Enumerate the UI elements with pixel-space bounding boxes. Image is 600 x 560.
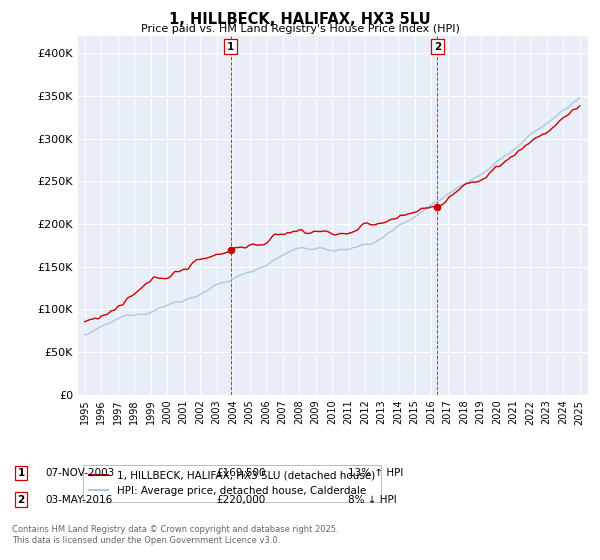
Text: 1, HILLBECK, HALIFAX, HX3 5LU: 1, HILLBECK, HALIFAX, HX3 5LU (169, 12, 431, 27)
Point (433, 203, 442, 212)
Text: 07-NOV-2003: 07-NOV-2003 (45, 468, 114, 478)
Text: Price paid vs. HM Land Registry's House Price Index (HPI): Price paid vs. HM Land Registry's House … (140, 24, 460, 34)
Text: 1: 1 (17, 468, 25, 478)
Point (226, 246, 235, 255)
Text: 13% ↑ HPI: 13% ↑ HPI (348, 468, 403, 478)
Text: 1: 1 (227, 42, 234, 52)
Text: 2: 2 (434, 42, 441, 52)
Text: 2: 2 (17, 494, 25, 505)
Text: 03-MAY-2016: 03-MAY-2016 (45, 494, 112, 505)
Text: £169,500: £169,500 (216, 468, 265, 478)
Legend: 1, HILLBECK, HALIFAX, HX3 5LU (detached house), HPI: Average price, detached hou: 1, HILLBECK, HALIFAX, HX3 5LU (detached … (83, 465, 381, 502)
Text: Contains HM Land Registry data © Crown copyright and database right 2025.
This d: Contains HM Land Registry data © Crown c… (12, 525, 338, 545)
Text: £220,000: £220,000 (216, 494, 265, 505)
Text: 8% ↓ HPI: 8% ↓ HPI (348, 494, 397, 505)
